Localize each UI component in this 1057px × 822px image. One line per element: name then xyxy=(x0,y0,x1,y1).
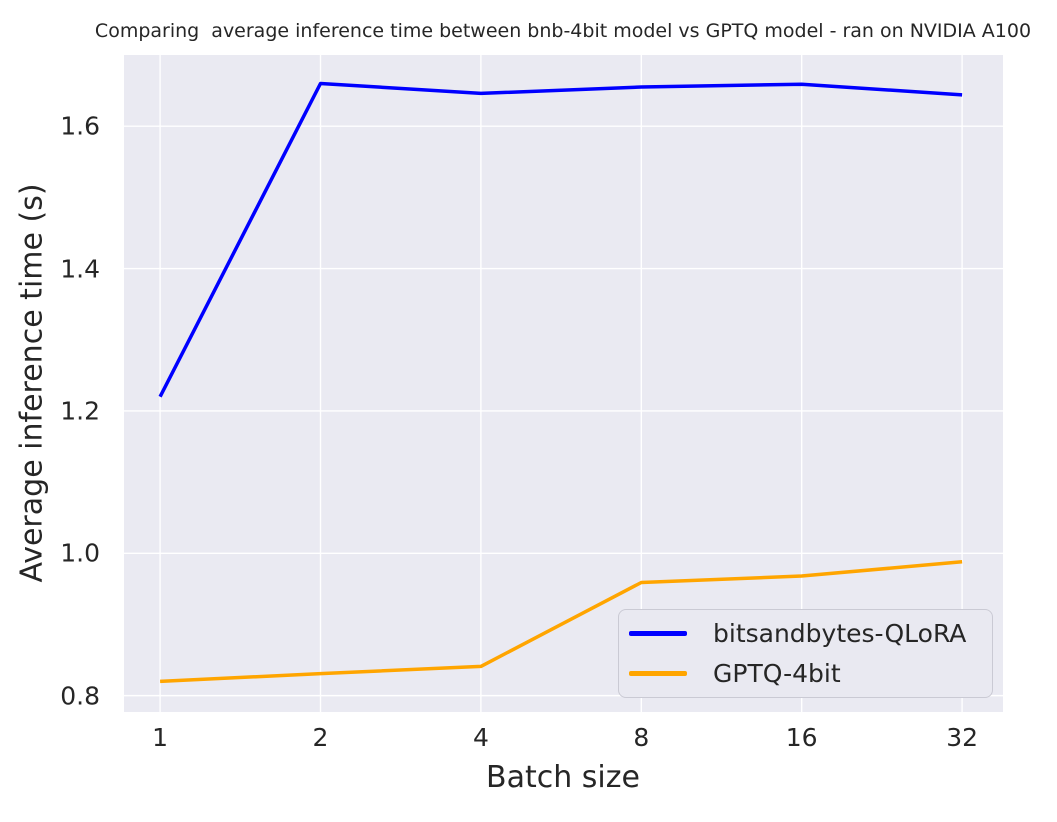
legend-item: GPTQ-4bit xyxy=(629,659,978,688)
x-axis-label: Batch size xyxy=(486,760,640,795)
chart-title: Comparing average inference time between… xyxy=(94,20,1032,42)
series-line-bitsandbytes-QLoRA xyxy=(158,81,963,398)
y-tick-label: 1.6 xyxy=(60,111,100,141)
legend: bitsandbytes-QLoRA GPTQ-4bit xyxy=(618,609,993,698)
x-tick-label: 16 xyxy=(785,723,818,752)
legend-label: GPTQ-4bit xyxy=(713,659,841,688)
x-tick-label: 1 xyxy=(152,723,169,752)
x-tick-label: 32 xyxy=(946,723,978,752)
y-tick-label: 1.4 xyxy=(60,254,100,284)
legend-item: bitsandbytes-QLoRA xyxy=(629,619,978,648)
series-line-GPTQ-4bit xyxy=(160,560,963,684)
y-axis-label: Average inference time (s) xyxy=(14,183,50,583)
y-tick-label: 1.2 xyxy=(60,396,100,426)
plot-background xyxy=(124,55,1003,712)
x-tick-label: 8 xyxy=(633,723,650,752)
legend-label: bitsandbytes-QLoRA xyxy=(713,619,967,648)
y-tick-label: 1.0 xyxy=(60,538,100,568)
x-tick-label: 4 xyxy=(472,723,489,752)
x-tick-label: 2 xyxy=(312,723,329,752)
y-tick-label: 0.8 xyxy=(60,681,100,711)
legend-line-sample-icon xyxy=(629,631,687,636)
legend-line-sample-icon xyxy=(629,671,687,676)
